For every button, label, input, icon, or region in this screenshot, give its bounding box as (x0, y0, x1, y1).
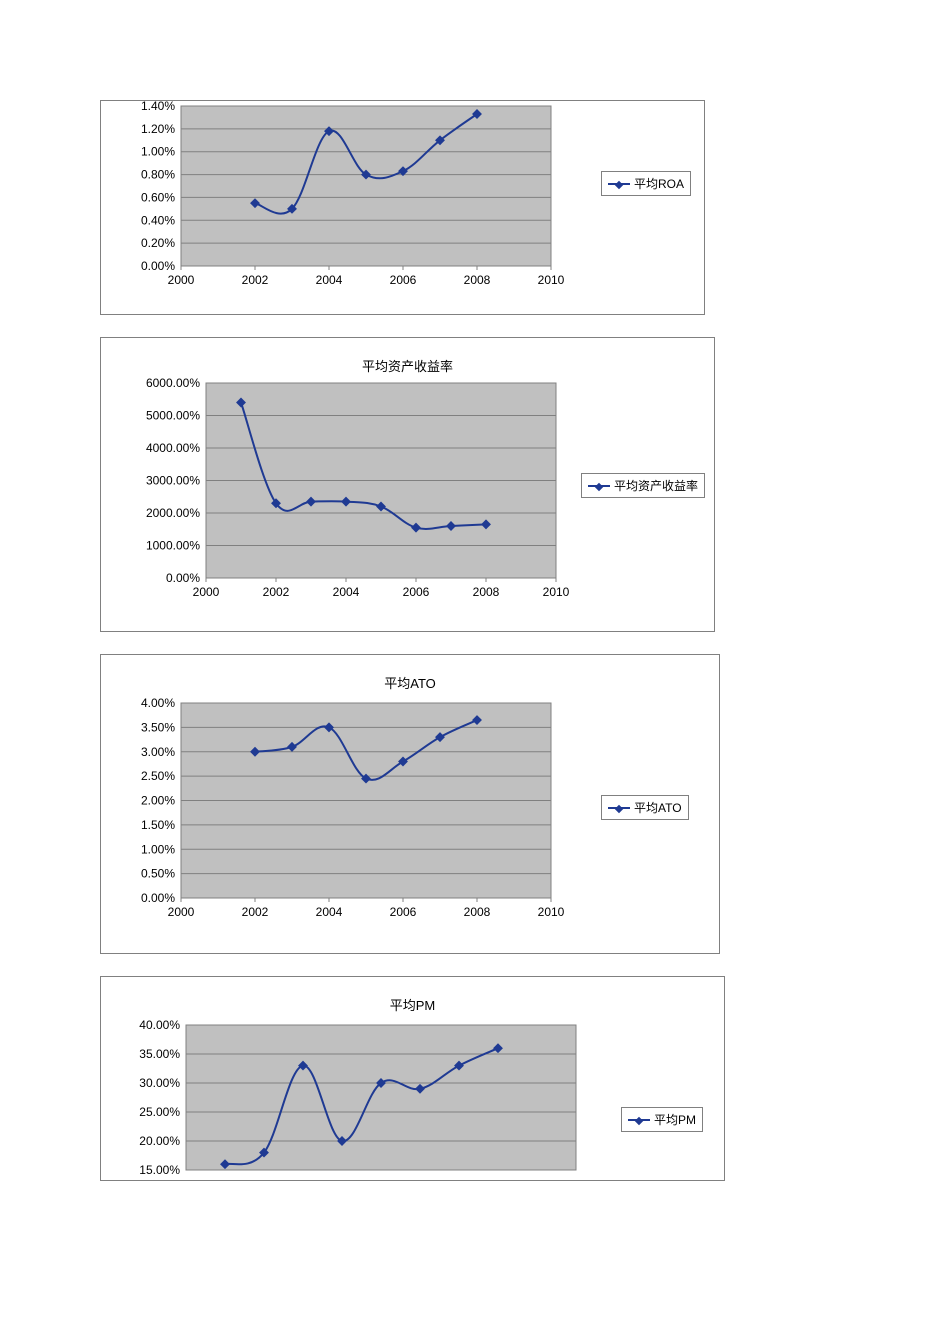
x-tick-label: 2008 (464, 905, 491, 919)
y-tick-label: 30.00% (139, 1076, 180, 1090)
y-tick-label: 4.00% (141, 696, 175, 710)
x-tick-label: 2010 (538, 273, 565, 287)
y-tick-label: 0.60% (141, 190, 175, 204)
x-tick-label: 2004 (316, 273, 343, 287)
x-tick-label: 2006 (390, 273, 417, 287)
chart-zcsy: 平均资产收益率平均资产收益率0.00%1000.00%2000.00%3000.… (100, 337, 715, 632)
chart-canvas: 0.00% 0.50% 1.00% 1.50% 2.00% 2.50% 3.00% 3.50%… (101, 655, 721, 955)
y-tick-label: 0.50% (141, 867, 175, 881)
y-tick-label: 1.00% (141, 842, 175, 856)
x-tick-label: 2006 (390, 905, 417, 919)
y-tick-label: 0.80% (141, 168, 175, 182)
y-tick-label: 1.50% (141, 818, 175, 832)
y-tick-label: 1.00% (141, 145, 175, 159)
chart-canvas: 0.00% 1000.00% 2000.00% 3000.00% 4000.00% 500… (101, 338, 716, 633)
y-tick-label: 2.00% (141, 794, 175, 808)
y-tick-label: 3.00% (141, 745, 175, 759)
y-tick-label: 20.00% (139, 1134, 180, 1148)
y-tick-label: 0.40% (141, 213, 175, 227)
y-tick-label: 0.00% (141, 259, 175, 273)
y-tick-label: 15.00% (139, 1163, 180, 1177)
x-tick-label: 2004 (316, 905, 343, 919)
y-tick-label: 0.00% (166, 571, 200, 585)
x-tick-label: 2000 (193, 585, 220, 599)
y-tick-label: 4000.00% (146, 441, 200, 455)
y-tick-label: 40.00% (139, 1018, 180, 1032)
y-tick-label: 1.40% (141, 101, 175, 113)
chart-canvas: 0.00% 0.20% 0.40% 0.60% 0.80% 1.00% 1.20% 1.40%… (101, 101, 706, 316)
y-tick-label: 35.00% (139, 1047, 180, 1061)
x-tick-label: 2004 (333, 585, 360, 599)
chart-roa: 平均ROA0.00%0.20%0.40%0.60%0.80%1.00%1.20%… (100, 100, 705, 315)
chart-canvas: 15.00% 20.00% 25.00% 30.00% 35.00% 40.00% (101, 977, 726, 1182)
x-tick-label: 2000 (168, 273, 195, 287)
y-tick-label: 0.20% (141, 236, 175, 250)
x-tick-label: 2008 (473, 585, 500, 599)
y-tick-label: 1000.00% (146, 539, 200, 553)
x-tick-label: 2008 (464, 273, 491, 287)
x-tick-label: 2010 (538, 905, 565, 919)
y-tick-label: 25.00% (139, 1105, 180, 1119)
y-tick-label: 3000.00% (146, 474, 200, 488)
x-tick-label: 2002 (242, 905, 269, 919)
y-tick-label: 2000.00% (146, 506, 200, 520)
x-tick-label: 2006 (403, 585, 430, 599)
y-tick-label: 5000.00% (146, 409, 200, 423)
y-tick-label: 1.20% (141, 122, 175, 136)
x-tick-label: 2010 (543, 585, 570, 599)
y-tick-label: 6000.00% (146, 376, 200, 390)
y-tick-label: 0.00% (141, 891, 175, 905)
chart-ato: 平均ATO平均ATO0.00%0.50%1.00%1.50%2.00%2.50%… (100, 654, 720, 954)
x-tick-label: 2000 (168, 905, 195, 919)
chart-pm: 平均PM平均PM15.00%20.00%25.00%30.00%35.00%40… (100, 976, 725, 1181)
x-tick-label: 2002 (263, 585, 290, 599)
y-tick-label: 3.50% (141, 720, 175, 734)
x-tick-label: 2002 (242, 273, 269, 287)
y-tick-label: 2.50% (141, 769, 175, 783)
page: 平均ROA0.00%0.20%0.40%0.60%0.80%1.00%1.20%… (0, 0, 950, 1181)
